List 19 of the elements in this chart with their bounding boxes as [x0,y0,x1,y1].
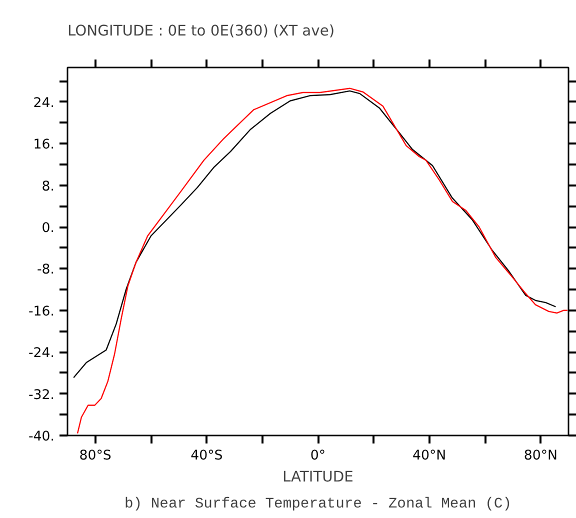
line-series [76,88,568,434]
x-tick-label: 40°S [190,448,223,464]
x-tick-label: 80°N [524,448,558,464]
x-axis-title: LATITUDE [282,468,354,486]
x-tick-label: 40°N [412,448,446,464]
y-tick-label: -32. [28,388,55,403]
y-tick-label: 0. [42,221,54,236]
y-tick-label: -8. [36,262,55,278]
y-tick-label: 16. [33,138,55,153]
text: b) Near Surface Temperature - Zonal Mean (C) [124,496,512,512]
y-tick-label: 8. [42,179,54,194]
y-tick-label: 24. [33,96,55,111]
x-tick-label: 0° [310,448,326,464]
y-tick-label: -40. [28,430,55,444]
y-tick-label: -24. [28,346,55,362]
x-tick-label: 80°S [79,448,112,464]
chart-subtitle: LONGITUDE : 0E to 0E(360) (XT ave) [68,22,335,40]
y-tick-label: -16. [28,304,55,320]
line-series [73,90,556,378]
